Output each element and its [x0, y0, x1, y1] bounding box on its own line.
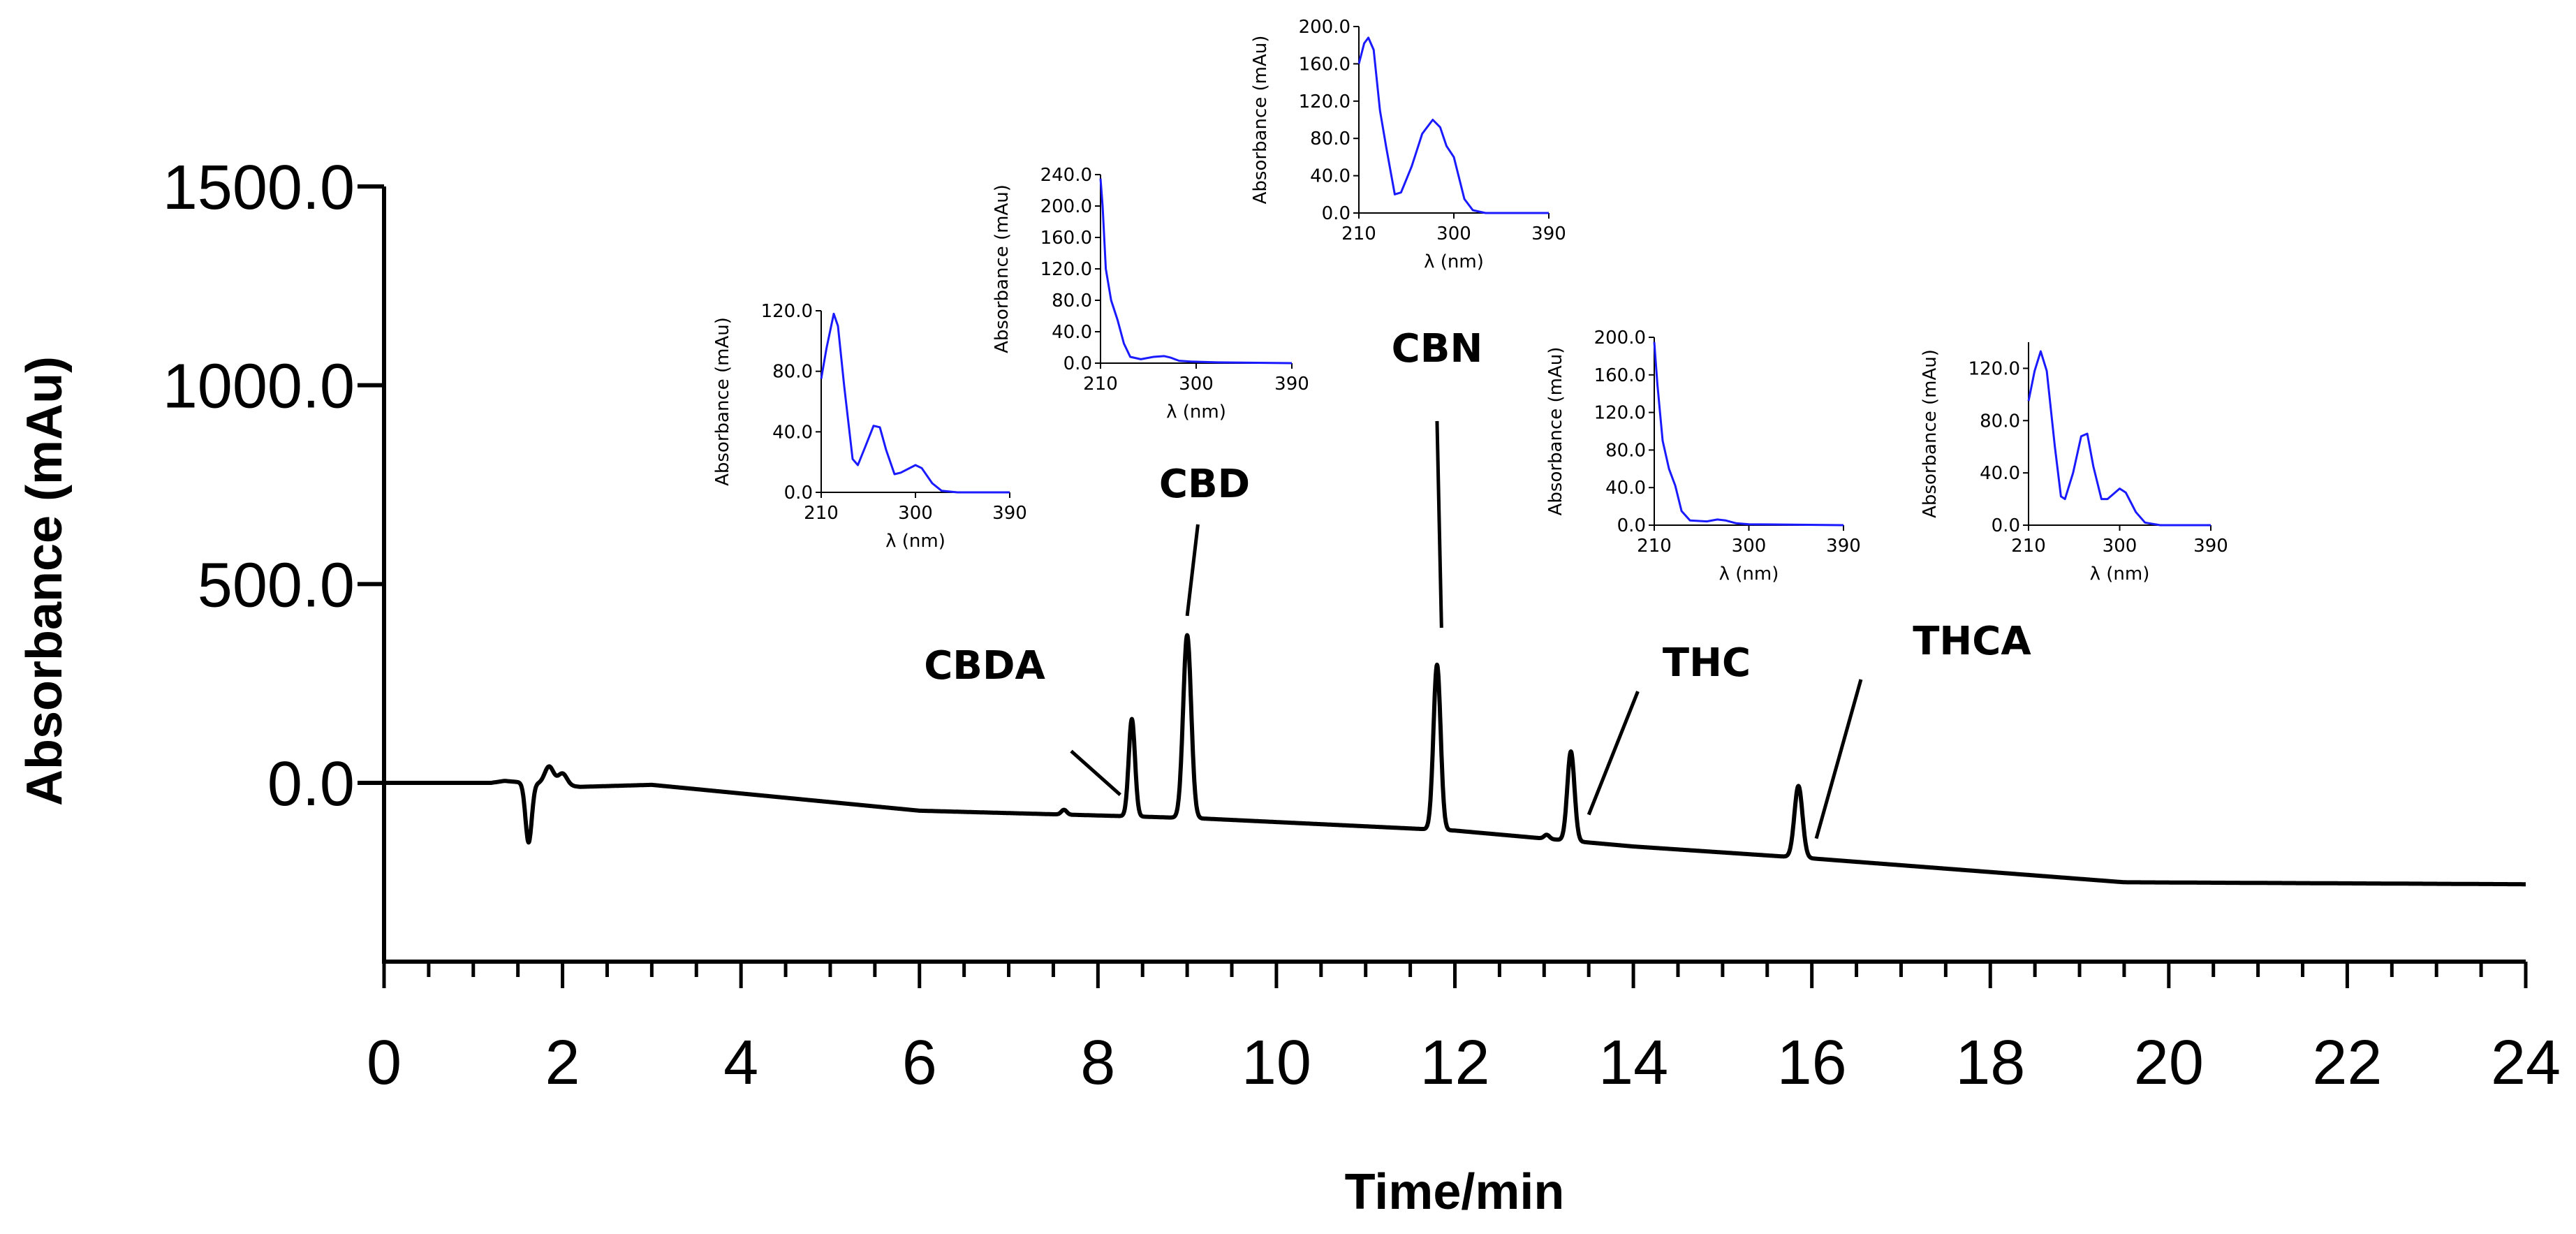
x-tick-label: 6: [902, 1028, 937, 1098]
peak-label-thca: THCA: [1913, 619, 2031, 664]
inset-y-tick-label: 0.0: [1992, 515, 2020, 536]
inset-y-tick-label: 0.0: [784, 483, 813, 504]
inset-spectrum-line: [1357, 36, 1549, 214]
chromatogram-trace: [382, 633, 2528, 887]
peak-label-cbd: CBD: [1159, 462, 1250, 507]
x-tick-label: 8: [1080, 1028, 1115, 1098]
x-tick-label: 18: [1955, 1028, 2025, 1098]
inset-x-axis-title: λ (nm): [1166, 402, 1226, 423]
inset-y-tick-label: 200.0: [1594, 328, 1646, 348]
inset-x-tick-label: 390: [2193, 536, 2228, 557]
x-tick-label: 10: [1242, 1028, 1311, 1098]
peak-leader-line: [1814, 679, 1863, 839]
inset-x-tick-label: 300: [898, 503, 933, 524]
inset-y-tick-label: 80.0: [1052, 291, 1092, 311]
inset-y-axis-title: Absorbance (mAu): [1545, 347, 1566, 516]
inset-y-axis-title: Absorbance (mAu): [1920, 349, 1941, 518]
inset-x-tick-label: 210: [1083, 374, 1118, 395]
inset-y-tick-label: 0.0: [1063, 353, 1092, 374]
x-tick-label: 14: [1598, 1028, 1668, 1098]
inset-x-tick-label: 210: [804, 503, 839, 524]
inset-x-axis-title: λ (nm): [2090, 564, 2150, 585]
inset-y-tick-label: 160.0: [1040, 228, 1092, 249]
inset-x-axis-title: λ (nm): [885, 531, 945, 552]
inset-x-axis-title: λ (nm): [1719, 564, 1779, 585]
inset-y-tick-label: 120.0: [1040, 259, 1092, 280]
inset-y-tick-label: 40.0: [1310, 166, 1350, 187]
inset-y-tick-label: 0.0: [1322, 203, 1350, 224]
inset-spectrum-cbd: 0.0 40.0 80.0 120.0 160.0 200.0 240.0 210 300 390…: [992, 165, 1309, 423]
x-tick-label: 20: [2134, 1028, 2204, 1098]
inset-x-tick-label: 390: [1531, 223, 1566, 244]
inset-x-tick-label: 300: [1436, 223, 1471, 244]
x-tick-label: 16: [1777, 1028, 1847, 1098]
inset-spectrum-line: [1099, 178, 1293, 365]
peak-leader-line: [1185, 524, 1200, 617]
peak-label-cbda: CBDA: [924, 643, 1045, 689]
inset-spectrum-line: [2027, 350, 2211, 527]
inset-x-tick-label: 390: [992, 503, 1027, 524]
inset-y-tick-label: 240.0: [1040, 165, 1092, 186]
inset-y-tick-label: 0.0: [1617, 515, 1646, 536]
inset-y-tick-label: 120.0: [1594, 403, 1646, 424]
peak-label-cbn: CBN: [1392, 326, 1483, 372]
inset-x-axis-title: λ (nm): [1424, 251, 1484, 272]
inset-y-axis-title: Absorbance (mAu): [1250, 36, 1271, 205]
y-tick-label: 500.0: [198, 550, 355, 620]
y-tick-label: 1500.0: [163, 153, 355, 223]
inset-x-tick-label: 390: [1274, 374, 1309, 395]
peak-label-thc: THC: [1663, 640, 1751, 686]
inset-spectrum-line: [1653, 341, 1844, 527]
uv-spectra-insets: 0.0 40.0 80.0 120.0 210 300 390 λ (nm) Absorbanc…: [712, 17, 2228, 585]
inset-y-tick-label: 80.0: [1605, 440, 1646, 461]
inset-x-tick-label: 300: [1732, 536, 1767, 557]
inset-y-tick-label: 40.0: [772, 422, 813, 443]
peak-leader-line: [1587, 691, 1640, 816]
inset-y-tick-label: 120.0: [1299, 91, 1350, 112]
inset-y-tick-label: 80.0: [1310, 128, 1350, 149]
x-tick-label: 0: [367, 1028, 402, 1098]
peak-leader-line: [1435, 420, 1443, 629]
inset-x-tick-label: 210: [1637, 536, 1672, 557]
inset-x-tick-label: 390: [1826, 536, 1861, 557]
inset-x-tick-label: 210: [2011, 536, 2046, 557]
inset-spectrum-cbn: 0.0 40.0 80.0 120.0 160.0 200.0 210 300 390 λ (nm…: [1250, 17, 1566, 272]
inset-y-tick-label: 200.0: [1299, 17, 1350, 38]
inset-y-tick-label: 40.0: [1980, 463, 2020, 484]
inset-x-tick-label: 300: [1179, 374, 1214, 395]
inset-y-tick-label: 80.0: [772, 362, 813, 383]
x-tick-label: 4: [723, 1028, 758, 1098]
peak-leader-line: [1070, 749, 1121, 796]
inset-y-tick-label: 160.0: [1299, 54, 1350, 75]
inset-spectrum-thc: 0.0 40.0 80.0 120.0 160.0 200.0 210 300 390 λ (nm…: [1545, 328, 1861, 585]
y-axis-title: Absorbance (mAu): [17, 356, 73, 806]
x-tick-label: 2: [545, 1028, 580, 1098]
inset-y-axis-title: Absorbance (mAu): [712, 317, 733, 486]
x-axis-title: Time/min: [1345, 1164, 1565, 1220]
inset-spectrum-cbda: 0.0 40.0 80.0 120.0 210 300 390 λ (nm) Absorbanc…: [712, 301, 1027, 552]
inset-spectrum-thca: 0.0 40.0 80.0 120.0 210 300 390 λ (nm) Absorbanc…: [1920, 342, 2228, 585]
inset-y-tick-label: 40.0: [1605, 478, 1646, 499]
inset-y-axis-title: Absorbance (mAu): [992, 184, 1013, 353]
inset-x-tick-label: 210: [1341, 223, 1376, 244]
x-tick-label: 24: [2491, 1028, 2561, 1098]
y-tick-label: 1000.0: [163, 352, 355, 422]
inset-y-tick-label: 200.0: [1040, 196, 1092, 217]
inset-spectrum-line: [820, 312, 1010, 494]
x-tick-label: 12: [1420, 1028, 1489, 1098]
inset-y-tick-label: 40.0: [1052, 322, 1092, 343]
inset-y-tick-label: 120.0: [761, 301, 813, 322]
inset-y-tick-label: 120.0: [1968, 358, 2020, 379]
inset-x-tick-label: 300: [2103, 536, 2137, 557]
x-tick-label: 22: [2312, 1028, 2382, 1098]
inset-y-tick-label: 80.0: [1980, 411, 2020, 432]
y-tick-label: 0.0: [267, 749, 355, 819]
inset-y-tick-label: 160.0: [1594, 365, 1646, 386]
